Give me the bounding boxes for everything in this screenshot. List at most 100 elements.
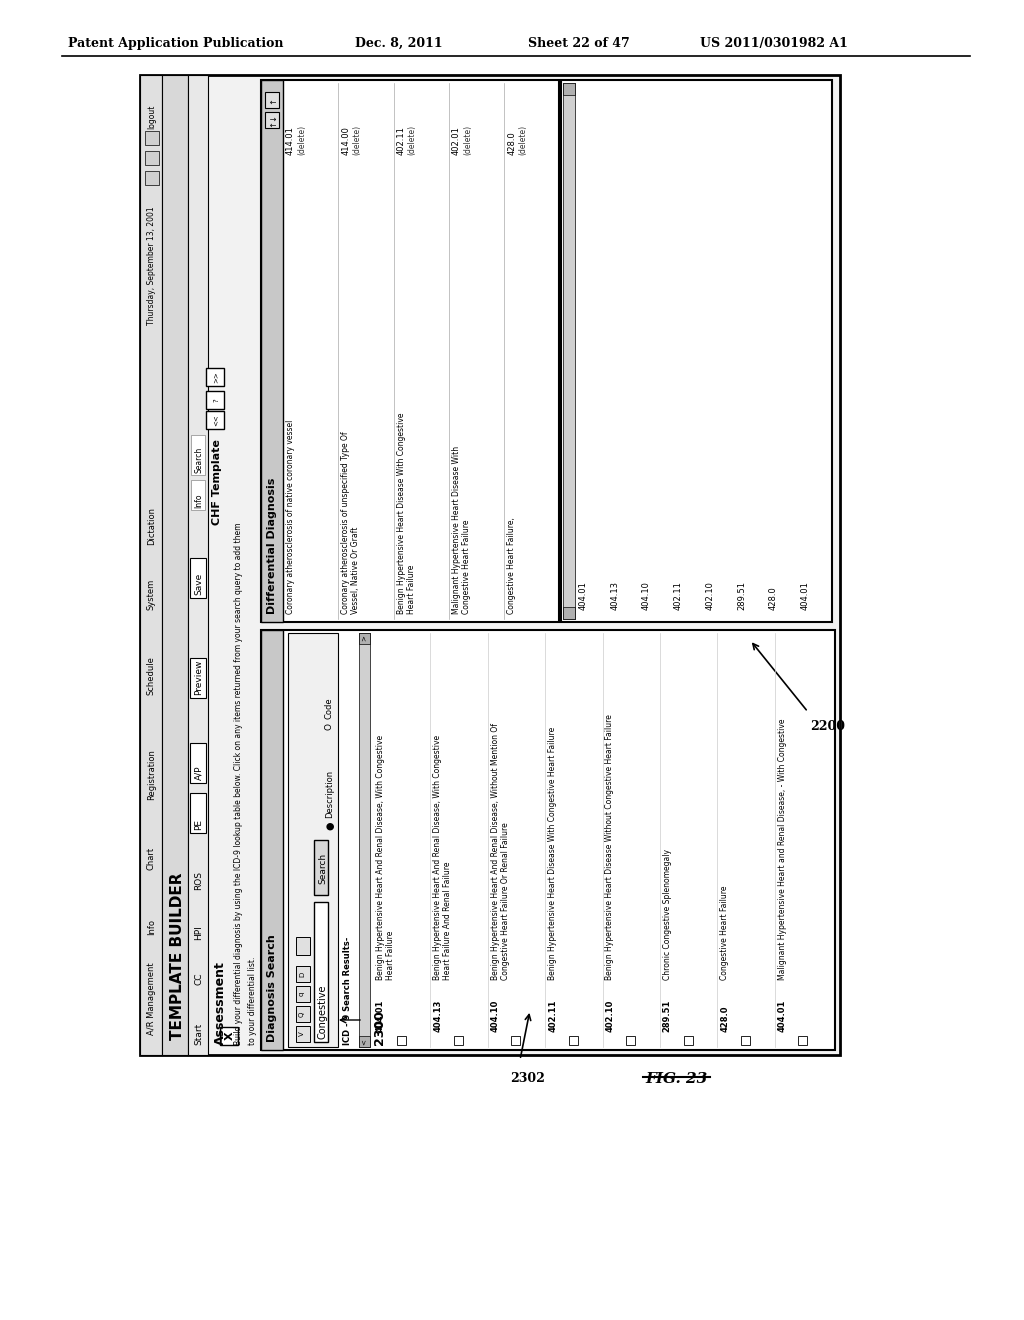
Text: >>: >> [213, 371, 219, 383]
Text: Thursday, September 13, 2001: Thursday, September 13, 2001 [147, 206, 156, 325]
Polygon shape [684, 1036, 692, 1045]
Text: X: X [225, 1032, 234, 1040]
Text: Search: Search [318, 853, 327, 883]
Text: 402.11: 402.11 [674, 581, 683, 610]
Polygon shape [314, 902, 328, 1041]
Text: Coronary atherosclerosis of unspecified Type Of: Coronary atherosclerosis of unspecified … [341, 432, 350, 614]
Text: Code: Code [325, 697, 334, 719]
Polygon shape [190, 657, 206, 698]
Text: (delete): (delete) [518, 125, 527, 154]
Polygon shape [296, 966, 310, 982]
Text: logout: logout [147, 106, 156, 129]
Text: 402.10: 402.10 [706, 581, 715, 610]
Text: Benign Hypertensive Heart And Renal Disease, With Congestive: Benign Hypertensive Heart And Renal Dise… [433, 735, 442, 979]
Text: PE: PE [194, 818, 203, 830]
Polygon shape [261, 81, 283, 622]
Text: CC: CC [194, 973, 203, 985]
Text: Q: Q [299, 1011, 305, 1016]
Polygon shape [220, 1027, 238, 1045]
Polygon shape [454, 1036, 463, 1045]
Text: 404.13: 404.13 [610, 581, 620, 610]
Text: 414.01: 414.01 [286, 127, 295, 154]
Text: ●: ● [325, 821, 335, 830]
Text: CHF Template: CHF Template [212, 440, 222, 525]
Text: Congestive: Congestive [317, 985, 327, 1039]
Text: Malignant Hypertensive Heart and Renal Disease, - With Congestive: Malignant Hypertensive Heart and Renal D… [777, 718, 786, 979]
Text: Heart Failure: Heart Failure [407, 565, 416, 614]
Polygon shape [568, 1036, 578, 1045]
Text: 402.11: 402.11 [396, 127, 406, 154]
Text: ROS: ROS [194, 871, 203, 890]
Text: ICD - 9 Search Results-: ICD - 9 Search Results- [343, 937, 352, 1045]
Text: Patent Application Publication: Patent Application Publication [68, 37, 284, 50]
Text: O: O [325, 723, 334, 730]
Text: Benign Hypertensive Heart Disease With Congestive: Benign Hypertensive Heart Disease With C… [396, 412, 406, 614]
Text: Coronary atherosclerosis of native coronary vessel: Coronary atherosclerosis of native coron… [286, 420, 295, 614]
Polygon shape [563, 607, 575, 619]
Text: Congestive Heart Failure: Congestive Heart Failure [720, 886, 729, 979]
Polygon shape [314, 840, 328, 895]
Text: 404.10: 404.10 [490, 999, 500, 1032]
Polygon shape [296, 1006, 310, 1022]
Text: Assessment: Assessment [214, 961, 227, 1045]
Text: 2200: 2200 [810, 719, 845, 733]
Polygon shape [296, 1026, 310, 1041]
Polygon shape [191, 436, 205, 475]
Polygon shape [296, 986, 310, 1002]
Polygon shape [359, 634, 370, 1047]
Text: 404.13: 404.13 [433, 999, 442, 1032]
Text: HPI: HPI [194, 925, 203, 940]
Text: Sheet 22 of 47: Sheet 22 of 47 [528, 37, 630, 50]
Text: Info: Info [194, 494, 203, 508]
Polygon shape [140, 75, 840, 1055]
Polygon shape [511, 1036, 520, 1045]
Text: Benign Hypertensive Heart And Renal Disease, With Congestive: Benign Hypertensive Heart And Renal Dise… [376, 735, 385, 979]
Polygon shape [190, 743, 206, 783]
Text: 404.01: 404.01 [579, 581, 588, 610]
Text: Build your differential diagnosis by using the ICD-9 lookup table below. Click o: Build your differential diagnosis by usi… [234, 523, 243, 1045]
Text: 404.01: 404.01 [801, 581, 809, 610]
Text: <<: << [213, 414, 219, 426]
Polygon shape [145, 150, 159, 165]
Text: Chronic Congestive Splenomegaly: Chronic Congestive Splenomegaly [663, 849, 672, 979]
Text: ↑: ↑ [268, 96, 278, 103]
Polygon shape [206, 368, 224, 385]
Polygon shape [296, 937, 310, 954]
Text: <: < [361, 1039, 367, 1045]
Text: Schedule: Schedule [147, 656, 156, 696]
Text: ?: ? [213, 399, 219, 401]
Polygon shape [190, 793, 206, 833]
Text: 402.11: 402.11 [548, 999, 557, 1032]
Polygon shape [191, 480, 205, 510]
Text: to your differential list.: to your differential list. [248, 957, 257, 1045]
Text: Dec. 8, 2011: Dec. 8, 2011 [355, 37, 442, 50]
Text: (delete): (delete) [352, 125, 361, 154]
Text: 2300: 2300 [373, 1010, 386, 1045]
Text: System: System [147, 578, 156, 610]
Text: Benign Hypertensive Heart Disease With Congestive Heart Failure: Benign Hypertensive Heart Disease With C… [548, 727, 557, 979]
Polygon shape [140, 75, 162, 1055]
Text: 428.0: 428.0 [720, 1006, 729, 1032]
Text: Benign Hypertensive Heart Disease Without Congestive Heart Failure: Benign Hypertensive Heart Disease Withou… [605, 714, 614, 979]
Text: 402.10: 402.10 [605, 999, 614, 1032]
Text: Malignant Hypertensive Heart Disease With: Malignant Hypertensive Heart Disease Wit… [452, 446, 461, 614]
Text: A/R Management: A/R Management [147, 962, 156, 1035]
Text: 2302: 2302 [510, 1072, 545, 1085]
Text: Description: Description [325, 770, 334, 818]
Text: 289.51: 289.51 [663, 999, 672, 1032]
Polygon shape [265, 92, 279, 108]
Text: D: D [299, 972, 305, 977]
Text: (delete): (delete) [408, 125, 417, 154]
Polygon shape [563, 83, 575, 95]
Text: 404.01: 404.01 [777, 999, 786, 1032]
Text: Congestive Heart Failure: Congestive Heart Failure [462, 520, 471, 614]
Text: Info: Info [147, 919, 156, 935]
Text: Congestive Heart Failure,: Congestive Heart Failure, [507, 517, 516, 614]
Text: 402.01: 402.01 [452, 127, 461, 154]
Text: Search: Search [194, 446, 203, 473]
Text: Diagnosis Search: Diagnosis Search [267, 935, 278, 1041]
Text: Preview: Preview [194, 660, 203, 696]
Polygon shape [188, 75, 208, 1055]
Text: Heart Failure And Renal Failure: Heart Failure And Renal Failure [443, 862, 453, 979]
Text: 289.51: 289.51 [737, 581, 745, 610]
